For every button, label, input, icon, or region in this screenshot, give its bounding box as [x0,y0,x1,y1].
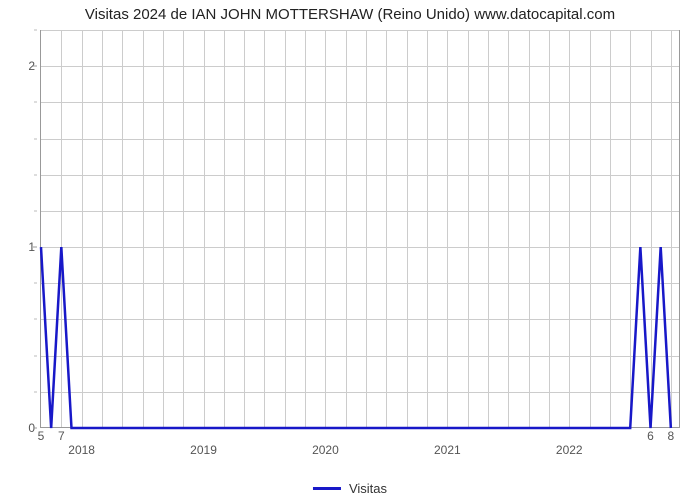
x-tick-label: 2020 [312,443,339,457]
y-tick-mark [33,428,37,429]
y-tick-mark [34,355,37,356]
y-tick-mark [34,283,37,284]
x-value-label: 5 [38,429,45,443]
y-tick-mark [34,102,37,103]
line-series [41,30,681,428]
chart-title: Visitas 2024 de IAN JOHN MOTTERSHAW (Rei… [0,6,700,23]
y-tick-mark [34,319,37,320]
y-tick-mark [34,30,37,31]
x-value-label: 8 [667,429,674,443]
y-tick-mark [34,210,37,211]
y-tick-mark [34,138,37,139]
x-tick-label: 2019 [190,443,217,457]
chart-container: Visitas 2024 de IAN JOHN MOTTERSHAW (Rei… [0,0,700,500]
plot-area: 012201820192020202120225768 [40,30,680,428]
y-tick-mark [34,174,37,175]
x-tick-label: 2018 [68,443,95,457]
y-tick-mark [33,247,37,248]
x-value-label: 6 [647,429,654,443]
x-tick-label: 2022 [556,443,583,457]
legend: Visitas [313,481,387,496]
x-tick-label: 2021 [434,443,461,457]
legend-label: Visitas [349,481,387,496]
visitas-line [41,247,671,428]
y-tick-mark [34,391,37,392]
legend-swatch [313,487,341,490]
y-tick-mark [33,66,37,67]
x-value-label: 7 [58,429,65,443]
